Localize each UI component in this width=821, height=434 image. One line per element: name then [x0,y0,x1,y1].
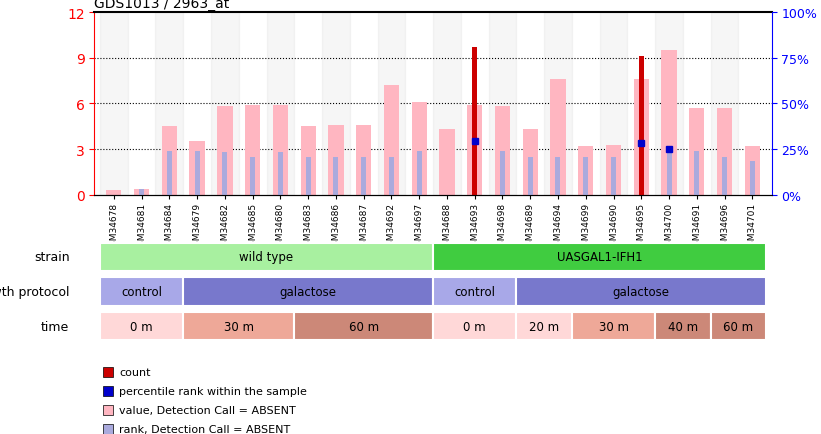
Bar [606,145,621,195]
Bar [472,48,477,195]
Bar [750,162,754,195]
Bar [134,189,149,195]
Bar [495,107,510,195]
Bar [333,157,338,195]
Text: 0 m: 0 m [463,320,486,333]
Bar [583,157,589,195]
Bar [711,13,738,195]
Bar [722,157,727,195]
Bar [655,13,683,195]
Bar [195,151,200,195]
Bar [544,13,572,195]
Bar [745,147,760,195]
Text: UASGAL1-IFH1: UASGAL1-IFH1 [557,251,643,263]
Bar [472,151,477,195]
Bar [267,13,294,195]
Bar [277,153,283,195]
Bar [322,13,350,195]
Bar [383,86,399,195]
Bar [273,105,288,195]
Bar [572,312,655,341]
Bar [433,13,461,195]
Bar [411,103,427,195]
Bar [695,151,699,195]
Text: time: time [41,320,70,333]
Bar [361,157,366,195]
Bar [100,13,128,195]
Text: control: control [122,286,162,298]
Text: galactose: galactose [612,286,670,298]
Bar [190,142,204,195]
Bar [655,312,711,341]
Bar [155,13,183,195]
Bar [167,151,172,195]
Bar [294,312,433,341]
Bar [389,157,394,195]
Bar [439,130,455,195]
Bar [611,157,616,195]
Text: 20 m: 20 m [529,320,559,333]
Text: percentile rank within the sample: percentile rank within the sample [119,386,307,396]
Bar [183,312,294,341]
Text: strain: strain [34,251,70,263]
Text: growth protocol: growth protocol [0,286,70,298]
Bar [662,51,677,195]
Bar [433,312,516,341]
Bar [516,312,572,341]
Bar [578,147,594,195]
Bar [639,157,644,195]
Bar [378,13,406,195]
Text: rank, Detection Call = ABSENT: rank, Detection Call = ABSENT [119,424,291,434]
Text: 60 m: 60 m [349,320,378,333]
Bar [245,105,260,195]
Bar [667,147,672,195]
Bar [305,157,310,195]
Text: 30 m: 30 m [224,320,254,333]
Bar [417,151,422,195]
Bar [106,191,122,195]
Bar [711,312,766,341]
Bar [250,157,255,195]
Bar [550,80,566,195]
Bar [100,243,433,271]
Bar [528,157,533,195]
Text: 40 m: 40 m [667,320,698,333]
Text: 0 m: 0 m [131,320,153,333]
Text: GDS1013 / 2963_at: GDS1013 / 2963_at [94,0,230,10]
Bar [516,278,766,306]
Text: 30 m: 30 m [599,320,629,333]
Bar [433,243,766,271]
Bar [639,57,644,195]
Text: value, Detection Call = ABSENT: value, Detection Call = ABSENT [119,405,296,415]
Bar [300,127,316,195]
Bar [689,108,704,195]
Text: control: control [454,286,495,298]
Text: galactose: galactose [280,286,337,298]
Bar [100,278,183,306]
Text: wild type: wild type [240,251,294,263]
Bar [183,278,433,306]
Bar [467,105,483,195]
Bar [139,189,144,195]
Bar [599,13,627,195]
Bar [211,13,239,195]
Bar [556,157,561,195]
Bar [500,151,505,195]
Bar [328,125,343,195]
Text: 60 m: 60 m [723,320,754,333]
Bar [717,108,732,195]
Bar [218,107,232,195]
Bar [523,130,538,195]
Bar [634,80,649,195]
Bar [100,312,183,341]
Bar [488,13,516,195]
Bar [433,278,516,306]
Bar [162,127,177,195]
Text: count: count [119,367,150,377]
Bar [222,153,227,195]
Bar [356,125,371,195]
